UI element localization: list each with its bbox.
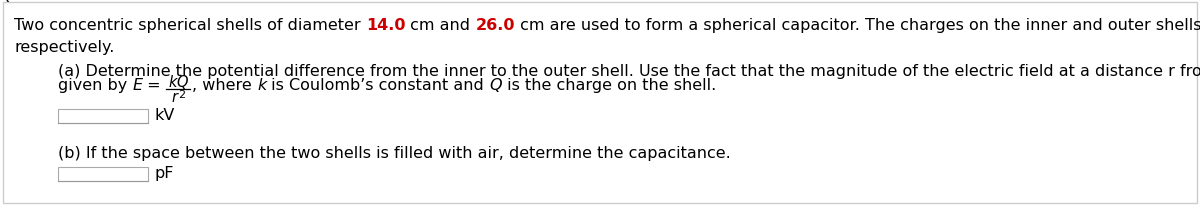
- Text: (a) Determine the potential difference from the inner to the outer shell. Use th: (a) Determine the potential difference f…: [58, 64, 1200, 79]
- Text: E: E: [132, 78, 143, 92]
- Text: pF: pF: [154, 166, 174, 181]
- Text: r: r: [172, 90, 178, 104]
- Text: Q: Q: [490, 78, 502, 92]
- Text: 26.0: 26.0: [475, 18, 515, 33]
- Text: 14.0: 14.0: [366, 18, 406, 33]
- Bar: [58, 167, 148, 181]
- Text: cm and: cm and: [406, 18, 475, 33]
- Text: is the charge on the shell.: is the charge on the shell.: [502, 78, 716, 92]
- Text: (b) If the space between the two shells is filled with air, determine the capaci: (b) If the space between the two shells …: [58, 145, 731, 160]
- Text: respectively.: respectively.: [14, 40, 114, 55]
- Text: Q: Q: [0, 0, 12, 3]
- Text: k: k: [0, 0, 8, 3]
- Bar: [58, 109, 148, 123]
- Text: kV: kV: [154, 108, 174, 123]
- Text: cm are used to form a spherical capacitor. The charges on the inner and outer sh: cm are used to form a spherical capacito…: [515, 18, 1200, 33]
- Text: is Coulomb’s constant and: is Coulomb’s constant and: [266, 78, 490, 92]
- Text: k: k: [257, 78, 266, 92]
- Text: 2: 2: [0, 0, 7, 2]
- Text: , where: , where: [192, 78, 257, 92]
- Text: 2: 2: [178, 90, 185, 99]
- Text: Q: Q: [176, 75, 188, 90]
- Text: Two concentric spherical shells of diameter: Two concentric spherical shells of diame…: [14, 18, 366, 33]
- Text: r: r: [0, 0, 6, 3]
- Text: given by: given by: [58, 78, 132, 92]
- Text: =: =: [143, 78, 167, 92]
- Text: k: k: [168, 75, 176, 90]
